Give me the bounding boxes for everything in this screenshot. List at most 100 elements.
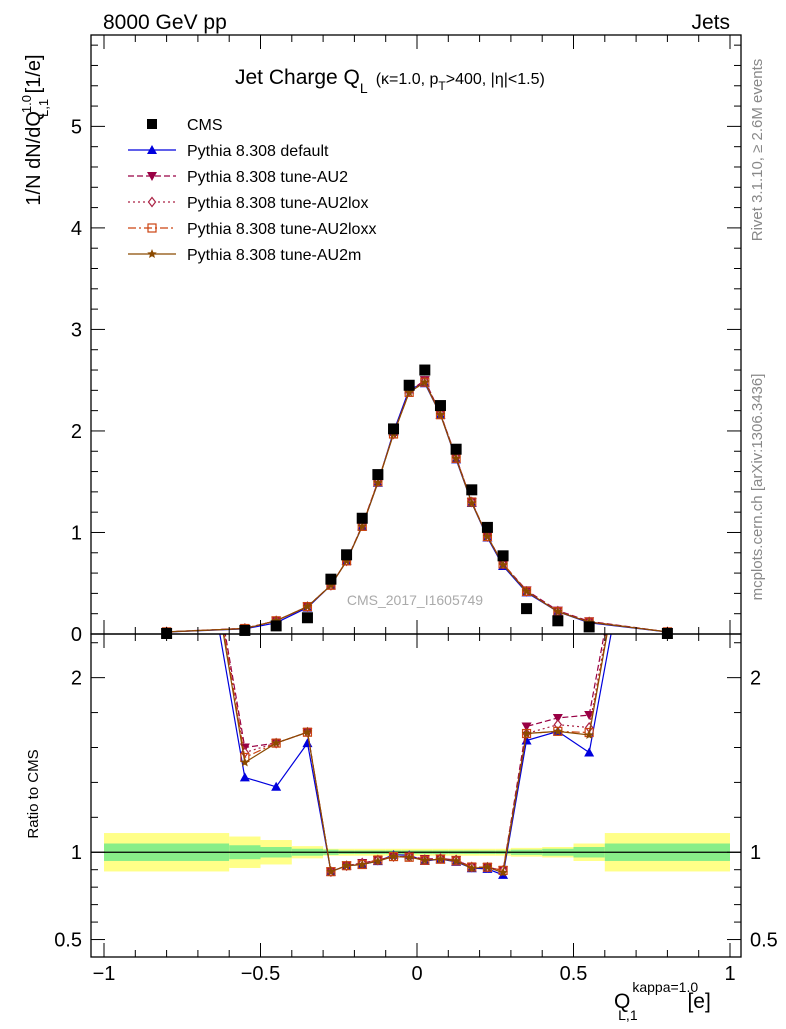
series-point [420,377,430,387]
ratio-point [239,772,250,782]
ratio-point [584,730,594,740]
cms-data-point [552,615,564,627]
ratio-point [240,757,250,767]
series-point [553,606,563,616]
series-line [166,381,668,633]
series-point [357,521,367,531]
series-point [302,601,313,611]
series-point [373,477,383,487]
series-point [521,586,532,596]
ratio-line [224,634,607,873]
series-point [451,453,461,463]
ratio-point [271,738,281,748]
ratio-point [302,738,313,748]
cms-data-point [356,512,368,524]
legend-label: Pythia 8.308 tune-AU2 [187,169,348,186]
legend-marker [147,196,157,208]
y-tick-label: 0 [71,624,82,646]
legend-label: Pythia 8.308 tune-AU2m [187,247,361,264]
ratio-point [553,726,563,736]
ratio-point [584,747,595,757]
ratio-point [404,852,414,862]
y-tick-label: 1 [71,522,82,544]
ratio-tick-label-left: 2 [71,668,82,690]
series-point [271,615,281,625]
cms-data-point [388,423,400,435]
legend-label: Pythia 8.308 tune-AU2loxx [187,221,376,238]
ratio-line [222,634,608,874]
series-point [326,580,336,590]
ratio-line [223,634,608,873]
legend-marker [147,249,157,259]
cms-data-point [583,621,595,633]
series-point [467,498,477,508]
header-process-label: 8000 GeV pp [103,11,227,34]
plot-title: Jet Charge QL (κ=1.0, pT>400, |η|<1.5) [235,66,545,96]
legend-label: Pythia 8.308 tune-AU2lox [187,195,368,212]
y-tick-label: 5 [71,116,82,138]
cms-data-point [325,573,337,585]
series-point [341,555,352,565]
ratio-point [435,854,446,864]
ratio-tick-label-right: 1 [750,842,761,864]
cms-data-point [419,364,431,376]
ratio-axis-label: Ratio to CMS [25,749,42,838]
cms-data-point [341,549,353,561]
cms-data-point [270,620,282,632]
cms-data-point [434,400,446,412]
y-tick-label: 4 [71,218,82,240]
ratio-point [420,855,430,865]
x-axis-label: Qkappa=1.0 L,1 [e] [614,979,711,1023]
cms-data-point [521,603,533,615]
series-point [435,409,446,419]
legend-marker [147,172,157,181]
cms-data-point [497,550,509,562]
legend-cms-marker [147,119,157,129]
y-tick-label: 2 [71,421,82,443]
ratio-point [271,781,282,791]
ratio-point [498,867,508,877]
ratio-point [357,859,367,869]
series-point [404,387,414,397]
ratio-point [552,713,563,723]
cms-data-point [301,612,313,624]
ratio-tick-label-left: 1 [71,842,82,864]
cms-data-point [450,443,462,455]
ratio-point [302,727,313,737]
ratio-point [467,863,477,873]
x-tick-label: 0.5 [560,963,588,985]
y-axis-label: 1/N dN/dQ1.0 L,1 [1/e] [19,54,51,205]
analysis-watermark: CMS_2017_I1605749 [347,592,483,608]
ratio-point [521,722,532,732]
ratio-point [482,862,493,872]
legend-marker [147,223,157,233]
x-tick-label: 0 [411,963,422,985]
rivet-version-label: Rivet 3.1.10, ≥ 2.6M events [749,59,766,242]
legend: CMS Pythia 8.308 default Pythia 8.308 tune… [128,117,376,264]
ratio-tick-label-left: 0.5 [54,930,82,952]
ratio-point [451,855,461,865]
ratio-point [388,851,399,861]
legend-label: Pythia 8.308 default [187,143,329,160]
x-tick-label: 1 [724,963,735,985]
ratio-frame [90,633,742,958]
ratio-line [224,634,605,873]
series-point [482,531,493,541]
x-tick-label: −1 [93,963,116,985]
ratio-point [521,728,532,738]
cms-data-point [239,624,251,636]
series-point [498,559,508,570]
cms-data-point [403,379,415,391]
mcplots-source-label: mcplots.cern.ch [arXiv:1306.3436] [749,374,766,601]
cms-data-point [481,521,493,533]
header-category-label: Jets [691,11,730,34]
ratio-point [373,856,383,866]
cms-data-point [372,469,384,481]
ratio-point [326,866,336,876]
ratio-point [341,860,352,870]
cms-data-point [466,484,478,496]
x-tick-label: −0.5 [241,963,280,985]
legend-marker [147,145,157,154]
legend-cms-label: CMS [187,117,223,134]
